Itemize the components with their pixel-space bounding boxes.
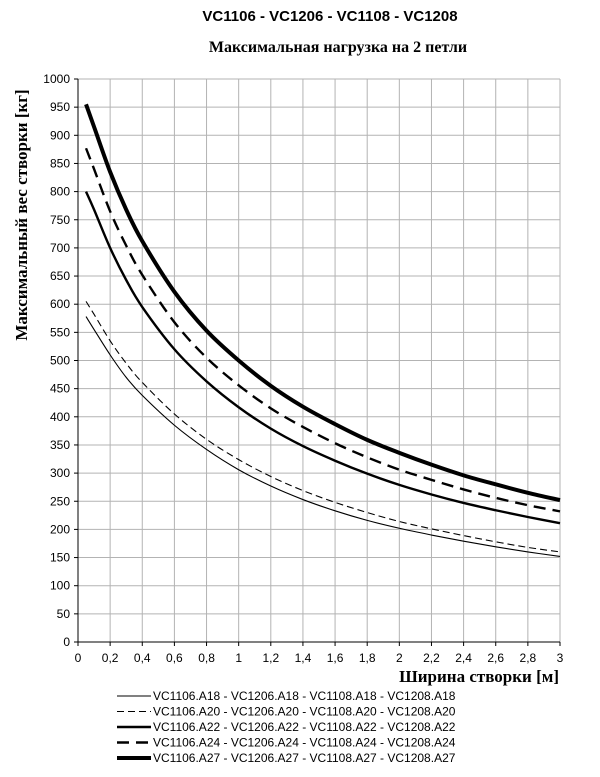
series-line-2 <box>85 301 561 553</box>
y-tick-label: 800 <box>50 185 70 199</box>
x-tick-label: 1,6 <box>327 651 344 665</box>
y-tick-label: 950 <box>50 100 70 114</box>
y-tick-label: 150 <box>50 551 70 565</box>
y-tick-label: 0 <box>63 635 70 649</box>
series-line-5 <box>84 103 561 503</box>
x-tick-label: 0,2 <box>102 651 119 665</box>
x-tick-label: 1,2 <box>262 651 279 665</box>
legend-entry-1: VC1106.A18 - VC1206.A18 - VC1108.A18 - V… <box>153 689 456 703</box>
y-tick-labels: 0 50 100 150 200 250 300 350 400 450 500 550 600 650 7… <box>43 72 70 649</box>
y-tick-label: 850 <box>50 156 70 170</box>
y-tick-label: 350 <box>50 438 70 452</box>
x-tick-labels: 0 0,2 0,4 0,6 0,8 1 1,2 1,4 1,6 1,8 2 2,2 2,4 2,6 2,8 3 <box>75 651 564 665</box>
y-tick-label: 600 <box>50 297 70 311</box>
y-tick-label: 400 <box>50 410 70 424</box>
x-tick-label: 2,8 <box>520 651 537 665</box>
y-tick-label: 300 <box>50 466 70 480</box>
axes <box>74 78 561 646</box>
y-tick-label: 650 <box>50 269 70 283</box>
y-tick-label: 750 <box>50 213 70 227</box>
y-tick-label: 200 <box>50 522 70 536</box>
y-tick-label: 250 <box>50 494 70 508</box>
y-tick-label: 1000 <box>43 72 70 86</box>
x-tick-label: 2,2 <box>423 651 440 665</box>
x-tick-label: 0,6 <box>166 651 183 665</box>
series-line-3 <box>84 191 561 525</box>
x-axis-label: Ширина створки [м] <box>399 667 559 686</box>
legend-entry-2: VC1106.A20 - VC1206.A20 - VC1108.A20 - V… <box>153 705 456 719</box>
x-tick-label: 1 <box>235 651 242 665</box>
y-tick-label: 450 <box>50 382 70 396</box>
x-tick-label: 1,4 <box>295 651 312 665</box>
x-tick-label: 2,4 <box>455 651 472 665</box>
series-lines <box>84 103 561 557</box>
y-tick-label: 550 <box>50 325 70 339</box>
x-tick-label: 1,8 <box>359 651 376 665</box>
x-tick-label: 2 <box>396 651 403 665</box>
x-tick-label: 0,4 <box>134 651 151 665</box>
y-tick-label: 100 <box>50 579 70 593</box>
series-line-4 <box>84 147 561 513</box>
x-tick-label: 2,6 <box>487 651 504 665</box>
y-tick-label: 50 <box>57 607 71 621</box>
y-axis-label: Максимальный вес створки [кг] <box>12 89 31 340</box>
legend-entry-3: VC1106.A22 - VC1206.A22 - VC1108.A22 - V… <box>153 720 456 734</box>
legend: VC1106.A18 - VC1206.A18 - VC1108.A18 - V… <box>117 689 456 765</box>
chart-subtitle: Максимальная нагрузка на 2 петли <box>209 39 467 56</box>
legend-entry-4: VC1106.A24 - VC1206.A24 - VC1108.A24 - V… <box>153 736 456 750</box>
x-tick-label: 0,8 <box>198 651 215 665</box>
legend-entry-5: VC1106.A27 - VC1206.A27 - VC1108.A27 - V… <box>153 751 456 765</box>
grid <box>78 78 561 642</box>
chart-title: VC1106 - VC1206 - VC1108 - VC1208 <box>202 8 457 25</box>
series-line-1 <box>85 316 561 557</box>
y-tick-label: 500 <box>50 354 70 368</box>
x-tick-label: 3 <box>557 651 564 665</box>
y-tick-label: 700 <box>50 241 70 255</box>
x-tick-label: 0 <box>75 651 82 665</box>
y-tick-label: 900 <box>50 128 70 142</box>
